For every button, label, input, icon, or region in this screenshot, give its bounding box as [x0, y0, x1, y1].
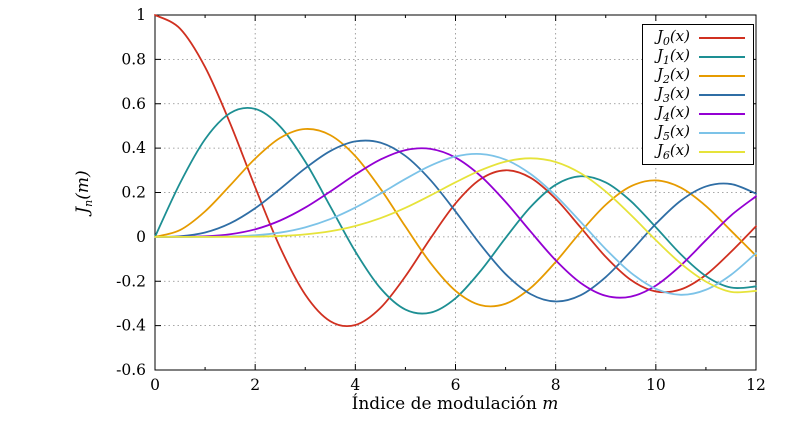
legend-line-sample-j2	[699, 74, 745, 77]
svg-text:4: 4	[350, 376, 360, 394]
legend: J0(x) J1(x) J2(x) J3(x) J4(x) J5(x) J6(x…	[641, 24, 754, 165]
legend-label-j6: J6(x)	[656, 141, 690, 162]
svg-text:-0.4: -0.4	[116, 317, 146, 335]
legend-label-j0: J0(x)	[656, 27, 690, 48]
legend-item-j5: J5(x)	[656, 122, 745, 143]
svg-text:0.6: 0.6	[121, 95, 146, 113]
svg-text:0.2: 0.2	[121, 184, 146, 202]
legend-item-j3: J3(x)	[656, 84, 745, 105]
legend-line-sample-j1	[699, 55, 745, 58]
svg-text:0: 0	[150, 376, 160, 394]
svg-text:10: 10	[646, 376, 666, 394]
y-axis-label: Jn(m)	[72, 170, 96, 214]
svg-text:0: 0	[136, 228, 146, 246]
legend-item-j2: J2(x)	[656, 65, 745, 86]
svg-text:-0.2: -0.2	[116, 272, 146, 290]
legend-label-j5: J5(x)	[656, 122, 690, 143]
svg-text:0.4: 0.4	[121, 139, 146, 157]
legend-label-j2: J2(x)	[656, 65, 690, 86]
legend-line-sample-j6	[699, 150, 745, 153]
legend-line-sample-j4	[699, 112, 745, 115]
legend-label-j3: J3(x)	[656, 84, 690, 105]
legend-item-j0: J0(x)	[656, 27, 745, 48]
legend-item-j1: J1(x)	[656, 46, 745, 67]
legend-label-j1: J1(x)	[656, 46, 690, 67]
svg-text:-0.6: -0.6	[116, 361, 146, 379]
svg-text:2: 2	[250, 376, 260, 394]
svg-text:1: 1	[136, 6, 146, 24]
svg-text:12: 12	[746, 376, 766, 394]
legend-item-j4: J4(x)	[656, 103, 745, 124]
legend-line-sample-j5	[699, 131, 745, 134]
x-axis-label: Índice de modulación m	[351, 394, 559, 414]
svg-text:6: 6	[451, 376, 461, 394]
svg-text:0.8: 0.8	[121, 50, 146, 68]
legend-item-j6: J6(x)	[656, 141, 745, 162]
legend-label-j4: J4(x)	[656, 103, 690, 124]
svg-text:8: 8	[551, 376, 561, 394]
legend-line-sample-j0	[699, 36, 745, 39]
legend-line-sample-j3	[699, 93, 745, 96]
